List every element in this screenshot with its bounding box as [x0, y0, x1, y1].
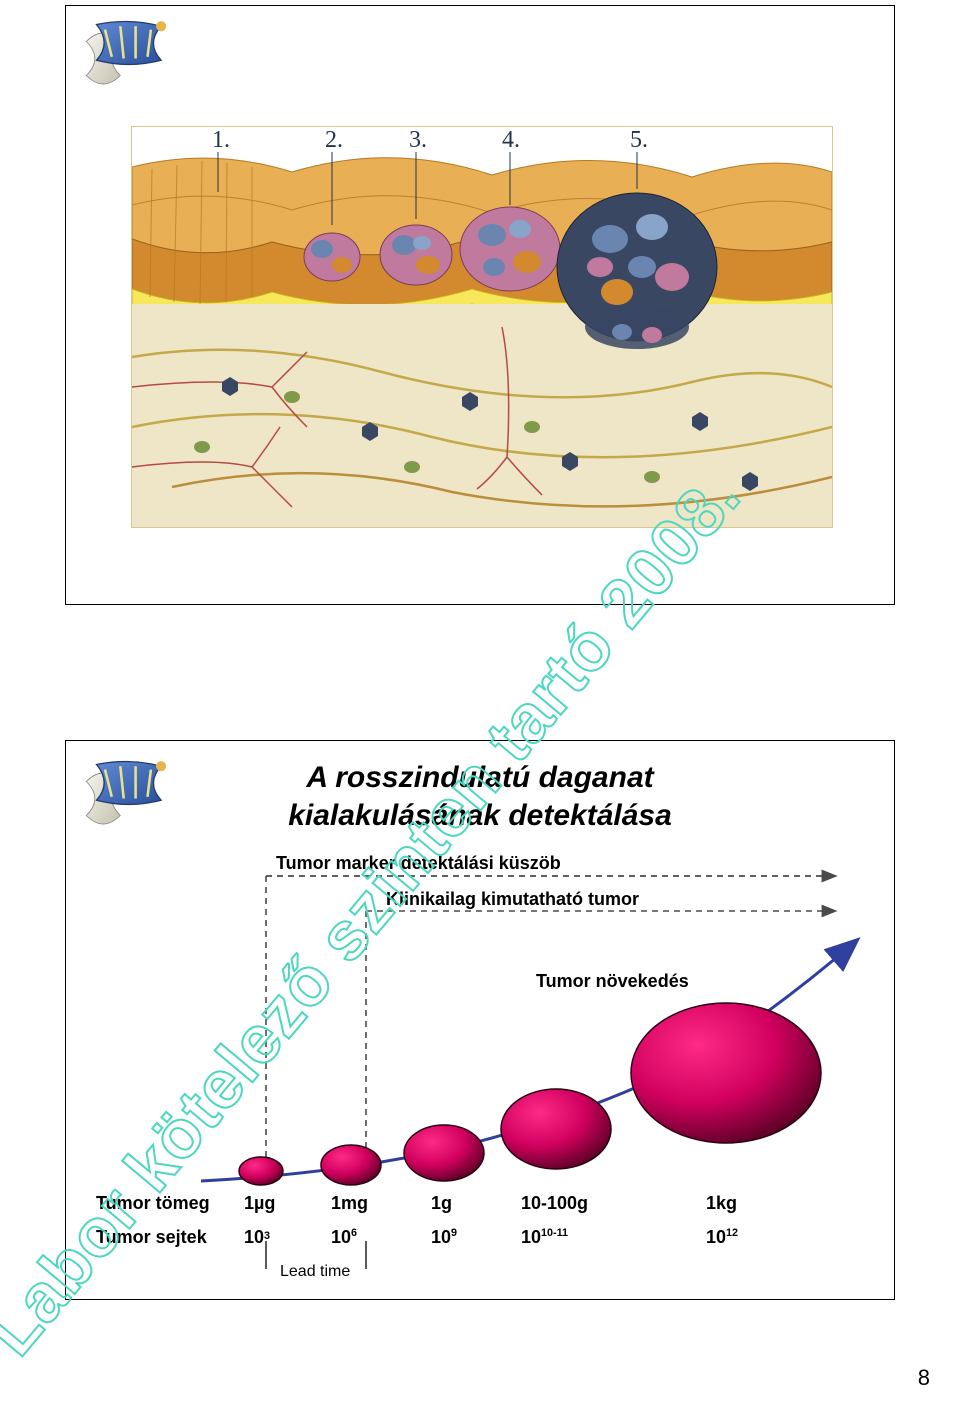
tumor-growth-diagram: [66, 741, 896, 1301]
cells-val-0: 103: [244, 1227, 270, 1248]
cells-val-2: 109: [431, 1227, 457, 1248]
mass-val-2: 1g: [431, 1193, 452, 1214]
mass-val-4: 1kg: [706, 1193, 737, 1214]
slide-2-frame: A rosszindulatú daganat kialakulásának d…: [65, 740, 895, 1300]
anatomy-illustration: 1. 2. 3. 4. 5.: [131, 126, 833, 528]
stage-label-5: 5.: [630, 127, 648, 153]
anatomy-svg: 1. 2. 3. 4. 5.: [132, 127, 832, 527]
cells-val-4: 1012: [706, 1227, 738, 1248]
page-number: 8: [918, 1365, 930, 1391]
tumor-mass-3: [380, 225, 452, 285]
mass-val-3: 10-100g: [521, 1193, 588, 1214]
label-clinical-detectable: Klinikailag kimutatható tumor: [386, 889, 639, 910]
dna-helix-icon: [78, 16, 183, 101]
tumor-mass-2: [304, 233, 360, 281]
stage-label-4: 4.: [502, 127, 520, 153]
mass-val-1: 1mg: [331, 1193, 368, 1214]
stage-label-1: 1.: [212, 127, 230, 153]
stage-label-2: 2.: [325, 127, 343, 153]
label-marker-threshold: Tumor marker detektálási küszöb: [276, 853, 561, 874]
row-header-cells: Tumor sejtek: [96, 1227, 207, 1248]
tumor-mass-4: [460, 207, 560, 291]
stage-label-3: 3.: [409, 127, 427, 153]
label-tumor-growth: Tumor növekedés: [536, 971, 689, 992]
label-lead-time: Lead time: [280, 1263, 350, 1281]
slide-1-frame: 1. 2. 3. 4. 5.: [65, 5, 895, 605]
row-header-mass: Tumor tömeg: [96, 1193, 210, 1214]
cells-val-3: 1010-11: [521, 1227, 568, 1248]
page: 1. 2. 3. 4. 5.: [0, 0, 960, 1411]
cells-val-1: 106: [331, 1227, 357, 1248]
mass-val-0: 1µg: [244, 1193, 275, 1214]
